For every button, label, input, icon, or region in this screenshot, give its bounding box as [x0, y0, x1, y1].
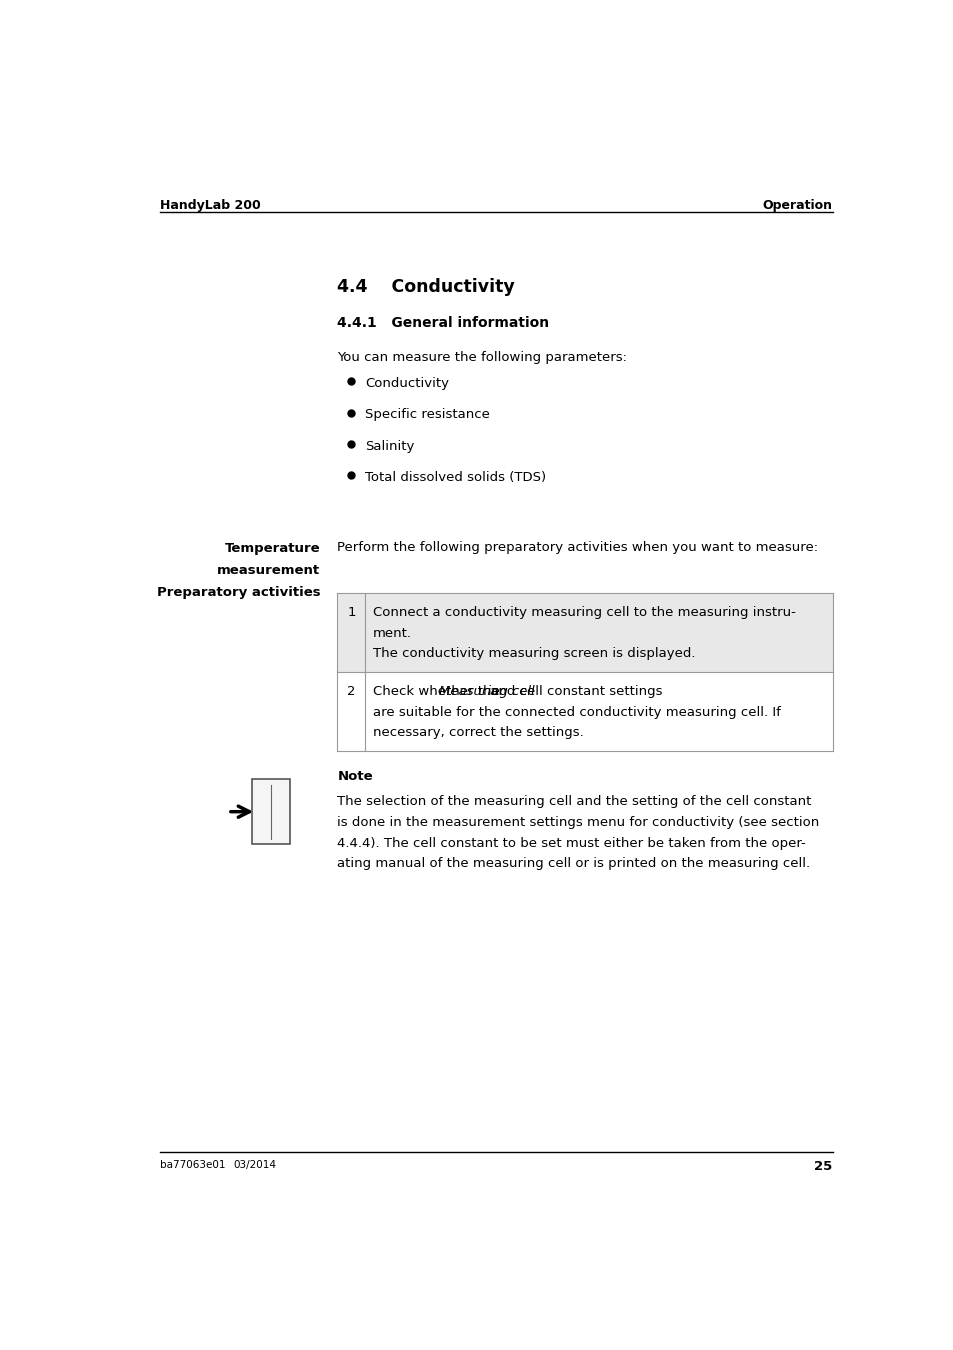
Text: ba77063e01: ba77063e01 [160, 1160, 225, 1170]
Bar [337, 594, 832, 672]
Text: The selection of the measuring cell and the setting of the cell constant: The selection of the measuring cell and … [337, 795, 811, 809]
Text: The conductivity measuring screen is displayed.: The conductivity measuring screen is dis… [373, 648, 695, 660]
Text: ment.: ment. [373, 626, 412, 640]
Text: ating manual of the measuring cell or is printed on the measuring cell.: ating manual of the measuring cell or is… [337, 857, 810, 871]
Bar [252, 779, 290, 844]
Text: Operation: Operation [761, 198, 832, 212]
Text: 2: 2 [347, 684, 355, 698]
Text: 03/2014: 03/2014 [233, 1160, 276, 1170]
Text: 25: 25 [814, 1160, 832, 1173]
Text: Preparatory activities: Preparatory activities [156, 586, 320, 599]
Text: Perform the following preparatory activities when you want to measure:: Perform the following preparatory activi… [337, 541, 818, 555]
Text: and cell constant settings: and cell constant settings [485, 684, 661, 698]
Text: Check whether the: Check whether the [373, 684, 503, 698]
Text: is done in the measurement settings menu for conductivity (see section: is done in the measurement settings menu… [337, 815, 819, 829]
Text: Measuring cell: Measuring cell [438, 684, 534, 698]
Text: Note: Note [337, 769, 373, 783]
Text: Total dissolved solids (TDS): Total dissolved solids (TDS) [365, 471, 546, 483]
Text: 4.4.4). The cell constant to be set must either be taken from the oper-: 4.4.4). The cell constant to be set must… [337, 837, 805, 849]
Text: Temperature: Temperature [225, 543, 320, 555]
Text: 1: 1 [347, 606, 355, 618]
Text: 4.4.1   General information: 4.4.1 General information [337, 316, 549, 329]
Text: measurement: measurement [217, 564, 320, 578]
Text: You can measure the following parameters:: You can measure the following parameters… [337, 351, 627, 364]
Text: are suitable for the connected conductivity measuring cell. If: are suitable for the connected conductiv… [373, 706, 780, 718]
Text: HandyLab 200: HandyLab 200 [160, 198, 260, 212]
Text: Specific resistance: Specific resistance [365, 408, 490, 421]
Text: necessary, correct the settings.: necessary, correct the settings. [373, 726, 583, 740]
Text: Connect a conductivity measuring cell to the measuring instru-: Connect a conductivity measuring cell to… [373, 606, 795, 618]
Text: 4.4    Conductivity: 4.4 Conductivity [337, 278, 515, 297]
Bar [337, 672, 832, 752]
Text: Conductivity: Conductivity [365, 377, 449, 390]
Text: Salinity: Salinity [365, 440, 415, 452]
